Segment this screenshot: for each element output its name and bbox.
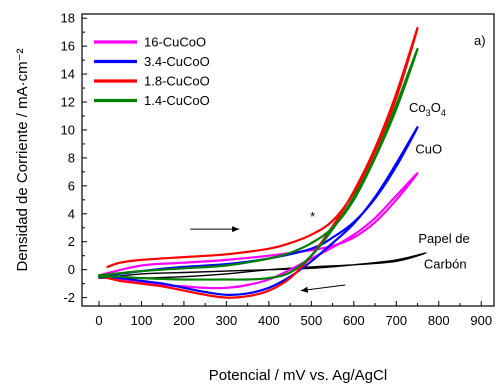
y-tick-label: 14 [61, 67, 75, 82]
y-tick-label: -2 [63, 290, 75, 305]
legend-label-2: 1.8-CuCoO [144, 74, 210, 89]
legend-label-0: 16-CuCoO [144, 35, 206, 50]
y-tick-label: 12 [61, 95, 75, 110]
x-tick-label: 400 [258, 313, 280, 328]
subscript: 3 [426, 108, 431, 118]
series-layer [97, 26, 427, 299]
subscript: 4 [441, 108, 446, 118]
scan-arrow-1 [300, 284, 346, 293]
y-tick-label: 16 [61, 39, 75, 54]
y-tick-label: 0 [68, 262, 75, 277]
y-tick-label: 6 [68, 178, 75, 193]
x-tick-label: 200 [173, 313, 195, 328]
plot-frame [81, 13, 495, 307]
legend-label-1: 3.4-CuCoO [144, 54, 210, 69]
label-part: O [431, 100, 441, 115]
label-star: * [310, 209, 315, 224]
series-line-0 [98, 252, 427, 279]
x-tick-label: 600 [343, 313, 365, 328]
y-tick-label: 18 [61, 11, 75, 26]
legend: 16-CuCoO 3.4-CuCoO 1.8-CuCoO 1.4-CuCoO [94, 35, 210, 108]
x-tick-label: 800 [428, 313, 450, 328]
y-tick-label: 4 [68, 206, 75, 221]
x-tick-label: 700 [385, 313, 407, 328]
y-axis-title: Densidad de Corriente / mA·cm⁻² [14, 49, 31, 272]
series-line-3 [106, 26, 419, 299]
label-co3o4: Co3O4 [409, 100, 446, 118]
x-tick-label: 900 [470, 313, 492, 328]
series-line-4 [97, 47, 419, 281]
panel-label: a) [474, 33, 486, 48]
axes-layer: 0 100 200 300 400 500 600 700 800 900 -2 0 2 4 6 8 10 12 1… [14, 11, 495, 384]
y-tick-label: 10 [61, 122, 75, 137]
label-papel-line1: Papel de [418, 231, 469, 246]
series-line-1 [97, 172, 419, 290]
x-tick-label: 100 [131, 313, 153, 328]
legend-label-3: 1.4-CuCoO [144, 93, 210, 108]
label-cuo: CuO [415, 142, 442, 157]
x-tick-label: 0 [95, 313, 102, 328]
x-tick-label: 500 [301, 313, 323, 328]
label-papel-line2: Carbón [424, 256, 467, 271]
x-axis-title: Potencial / mV vs. Ag/AgCl [209, 367, 387, 384]
y-tick-label: 8 [68, 150, 75, 165]
label-part: Co [409, 100, 426, 115]
x-tick-label: 300 [216, 313, 238, 328]
y-tick-label: 2 [68, 234, 75, 249]
annotations: a) Co3O4 CuO Papel de Carbón * [190, 33, 486, 293]
